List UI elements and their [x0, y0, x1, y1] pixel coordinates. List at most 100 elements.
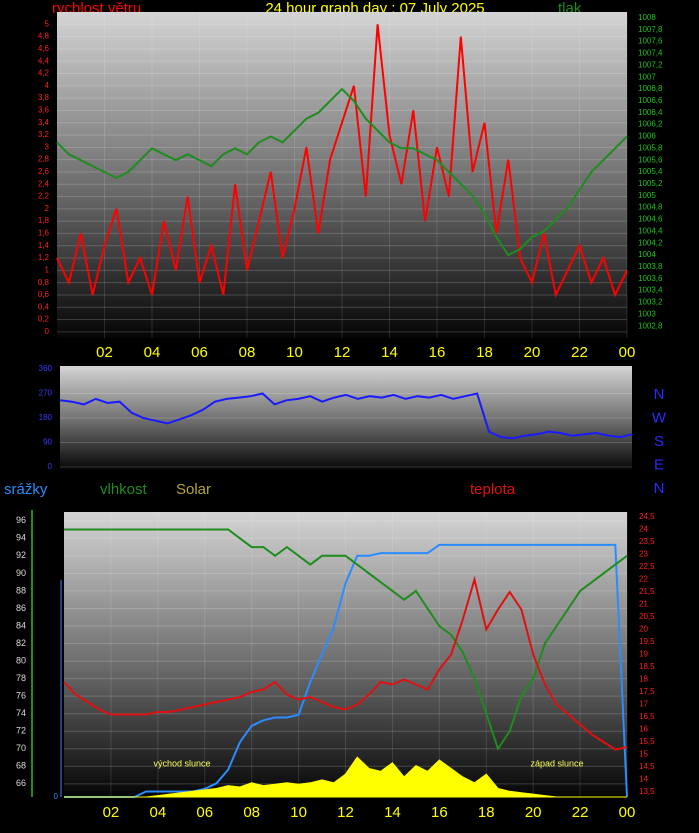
- legend-solar: Solar: [176, 481, 211, 498]
- y2-tick-label: 1006,2: [638, 120, 663, 129]
- y-tick-label: 80: [16, 655, 26, 665]
- y2-tick-label: 15,5: [639, 737, 655, 746]
- x-tick-label: 12: [337, 804, 354, 821]
- compass-label: N: [654, 386, 665, 403]
- y-tick-label: 82: [16, 638, 26, 648]
- y-tick-label: 2,2: [38, 192, 50, 201]
- y-tick-label: 66: [16, 778, 26, 788]
- y-tick-label: 4: [45, 81, 50, 90]
- y-tick-label: 3,8: [38, 93, 50, 102]
- y2-tick-label: 20,5: [639, 612, 655, 621]
- y2-tick-label: 15: [639, 750, 648, 759]
- x-tick-label: 12: [334, 344, 351, 361]
- x-tick-label: 22: [572, 804, 589, 821]
- y-tick-label: 3: [45, 142, 50, 151]
- y2-tick-label: 1007,4: [638, 49, 663, 58]
- y-tick-label: 92: [16, 550, 26, 560]
- y-tick-label: 90: [43, 438, 52, 447]
- y2-tick-label: 1003: [638, 309, 656, 318]
- y-tick-label: 0: [48, 462, 53, 471]
- y-tick-label: 70: [16, 743, 26, 753]
- y2-tick-label: 19: [639, 650, 648, 659]
- x-tick-label: 02: [103, 804, 120, 821]
- y-tick-label: 180: [39, 413, 53, 422]
- x-tick-label: 16: [431, 804, 448, 821]
- y2-tick-label: 19,5: [639, 637, 655, 646]
- y2-tick-label: 1007,8: [638, 25, 663, 34]
- legend-precip: srážky: [4, 481, 48, 498]
- y-tick-label: 270: [39, 389, 53, 398]
- series-line: [56, 24, 628, 299]
- y2-tick-label: 1002,8: [638, 321, 663, 330]
- y-tick-label: 0,6: [38, 290, 50, 299]
- y2-tick-label: 1003,8: [638, 262, 663, 271]
- y-tick-label: 76: [16, 691, 26, 701]
- y-tick-label: 72: [16, 726, 26, 736]
- y2-tick-label: 1003,2: [638, 298, 663, 307]
- y2-tick-label: 1005: [638, 191, 656, 200]
- y2-tick-label: 1003,4: [638, 286, 663, 295]
- y-tick-label: 0,8: [38, 278, 50, 287]
- compass-label: N: [654, 480, 665, 497]
- y2-tick-label: 1004: [638, 250, 656, 259]
- solar-area: [64, 756, 627, 798]
- y-tick-label: 3,2: [38, 130, 50, 139]
- y2-tick-label: 22: [639, 575, 648, 584]
- y-tick-label: 4,6: [38, 44, 50, 53]
- series-line: [63, 575, 628, 751]
- legend-temperature: teplota: [470, 481, 516, 498]
- y-tick-label: 94: [16, 533, 26, 543]
- y2-tick-label: 17: [639, 700, 648, 709]
- y2-tick-label: 24: [639, 525, 648, 534]
- y2-tick-label: 23: [639, 550, 648, 559]
- y2-tick-label: 16,5: [639, 712, 655, 721]
- y-tick-label: 2,8: [38, 155, 50, 164]
- y3-tick-label: 0: [54, 792, 59, 801]
- series-line: [59, 392, 633, 440]
- x-tick-label: 18: [478, 804, 495, 821]
- y-tick-label: 4,4: [38, 56, 50, 65]
- y2-tick-label: 18,5: [639, 662, 655, 671]
- y2-tick-label: 1004,8: [638, 203, 663, 212]
- y-tick-label: 2,6: [38, 167, 50, 176]
- y-tick-label: 0,4: [38, 302, 50, 311]
- x-tick-label: 18: [476, 344, 493, 361]
- y-tick-label: 5: [45, 19, 50, 28]
- x-tick-label: 20: [525, 804, 542, 821]
- y2-tick-label: 23,5: [639, 537, 655, 546]
- y2-tick-label: 1005,6: [638, 155, 663, 164]
- y2-tick-label: 24,5: [639, 512, 655, 521]
- series-line: [64, 543, 628, 798]
- sun-annotation: východ slunce: [153, 758, 210, 768]
- y2-tick-label: 14,5: [639, 762, 655, 771]
- y2-tick-label: 1004,6: [638, 215, 663, 224]
- y2-tick-label: 14: [639, 775, 648, 784]
- y2-tick-label: 1005,2: [638, 179, 663, 188]
- series-line: [64, 528, 628, 752]
- y2-tick-label: 22,5: [639, 562, 655, 571]
- y2-tick-label: 1004,2: [638, 238, 663, 247]
- y-tick-label: 3,4: [38, 118, 50, 127]
- x-tick-label: 14: [381, 344, 398, 361]
- x-tick-label: 02: [96, 344, 113, 361]
- y-tick-label: 2,4: [38, 179, 50, 188]
- y2-tick-label: 1005,8: [638, 143, 663, 152]
- y2-tick-label: 1008: [638, 13, 656, 22]
- y2-tick-label: 1006,8: [638, 84, 663, 93]
- y-tick-label: 3,6: [38, 106, 50, 115]
- compass-label: W: [652, 409, 667, 426]
- y-tick-label: 0,2: [38, 315, 50, 324]
- y-tick-label: 84: [16, 620, 26, 630]
- y-tick-label: 90: [16, 568, 26, 578]
- x-tick-label: 00: [619, 804, 636, 821]
- legend-humidity: vlhkost: [100, 481, 148, 498]
- plot-area: [60, 366, 632, 470]
- y-tick-label: 74: [16, 708, 26, 718]
- y2-tick-label: 1007: [638, 72, 656, 81]
- y-tick-label: 2: [45, 204, 50, 213]
- y-tick-label: 0: [45, 327, 50, 336]
- x-tick-label: 22: [571, 344, 588, 361]
- x-tick-label: 08: [239, 344, 256, 361]
- x-tick-label: 08: [243, 804, 260, 821]
